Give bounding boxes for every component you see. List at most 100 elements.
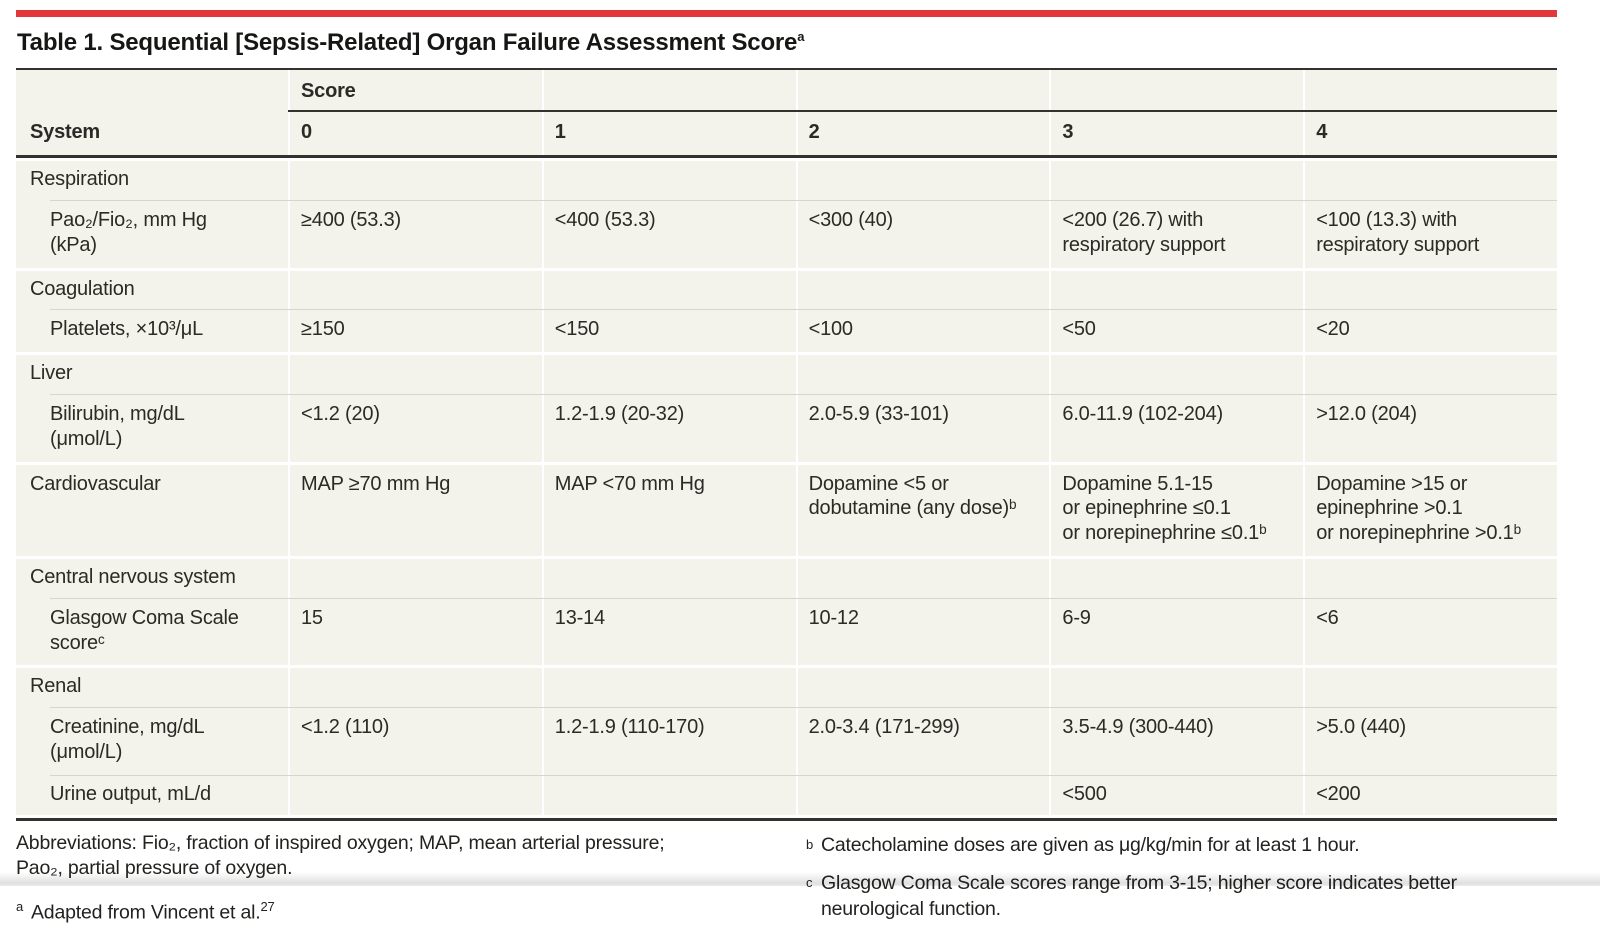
data-row-bilirubin: Bilirubin, mg/dL (μmol/L) <1.2 (20) 1.2-…: [16, 395, 1557, 462]
score-cell: [796, 361, 1050, 386]
section-header-row: Liver: [16, 355, 1557, 394]
score-cell: <400 (53.3): [554, 208, 656, 231]
row-divider: [50, 309, 1557, 311]
row-divider: [50, 597, 1557, 599]
row-label: Glasgow Coma Scale scoreᶜ: [50, 606, 239, 654]
column-header-score-2: 2: [808, 121, 820, 144]
section-name: Respiration: [30, 168, 129, 191]
row-divider: [50, 774, 1557, 776]
score-cell: [288, 782, 542, 807]
score-cell: [542, 167, 796, 192]
score-cell: [796, 674, 1050, 699]
row-divider: [50, 393, 1557, 395]
section-central-nervous-system: Central nervous system Glasgow Coma Scal…: [16, 558, 1557, 666]
page: Table 1. Sequential [Sepsis-Related] Org…: [0, 10, 1600, 924]
score-cell: [542, 565, 796, 590]
row-label: Urine output, mL/d: [50, 782, 211, 805]
score-cell: [288, 674, 542, 699]
score-cell: 10-12: [808, 606, 859, 629]
section-header-row: Coagulation: [16, 271, 1557, 310]
score-cell: MAP <70 mm Hg: [554, 472, 705, 495]
score-cell: <50: [1062, 318, 1096, 341]
footnote-a-body: Adapted from Vincent et al.: [31, 901, 261, 924]
score-group-label: Score: [288, 79, 1557, 113]
score-cell: ≥400 (53.3): [301, 208, 401, 231]
data-row-pao2-fio2: Pao₂/Fio₂, mm Hg (kPa) ≥400 (53.3) <400 …: [16, 201, 1557, 268]
score-cell: [796, 782, 1050, 807]
table-title: Table 1. Sequential [Sepsis-Related] Org…: [16, 17, 1557, 68]
score-cell: Dopamine >15 or epinephrine >0.1 or nore…: [1316, 472, 1521, 545]
header-rule: [16, 155, 1557, 159]
sofa-score-table: Table 1. Sequential [Sepsis-Related] Org…: [16, 10, 1557, 926]
score-cell: 6-9: [1062, 606, 1091, 629]
score-cell: 2.0-3.4 (171-299): [808, 716, 960, 739]
section-header-row: Respiration: [16, 161, 1557, 200]
footnote-b-text: Catecholamine doses are given as μg/kg/m…: [821, 833, 1360, 856]
row-label: Bilirubin, mg/dL (μmol/L): [50, 402, 185, 450]
score-cell: <100 (13.3) with respiratory support: [1316, 208, 1480, 256]
column-divider: [1049, 69, 1052, 821]
table-grid-area: Score System 0 1 2 3 4 Respiration: [16, 69, 1557, 821]
score-cell: <200 (26.7) with respiratory support: [1062, 208, 1226, 256]
empty-header-cell: [16, 79, 288, 113]
footnote-a-reference-number: 27: [260, 899, 275, 914]
data-row-glasgow: Glasgow Coma Scale scoreᶜ 15 13-14 10-12…: [16, 599, 1557, 666]
score-cell: [542, 782, 796, 807]
score-cell: [1303, 565, 1557, 590]
section-respiration: Respiration Pao₂/Fio₂, mm Hg (kPa) ≥400 …: [16, 161, 1557, 268]
table-header: Score System 0 1 2 3 4: [16, 69, 1557, 156]
data-row-platelets: Platelets, ×10³/μL ≥150 <150 <100 <50 <2…: [16, 310, 1557, 352]
score-cell: [1049, 565, 1303, 590]
table-title-footnote-marker: a: [797, 29, 805, 44]
score-cell: [1049, 167, 1303, 192]
score-cell: >5.0 (440): [1316, 716, 1406, 739]
row-label: Platelets, ×10³/μL: [50, 318, 204, 341]
column-header-score-3: 3: [1062, 121, 1074, 144]
score-cell: <200: [1316, 782, 1361, 805]
score-cell: <1.2 (110): [301, 716, 390, 739]
page-edge-shadow: [0, 872, 1600, 886]
row-label: Creatinine, mg/dL (μmol/L): [50, 716, 205, 763]
score-cell: 6.0-11.9 (102-204): [1062, 402, 1223, 425]
score-header-row: Score: [16, 70, 1557, 113]
footnote-b-marker: b: [806, 836, 814, 852]
row-label: Pao₂/Fio₂, mm Hg (kPa): [50, 208, 207, 256]
section-name: Central nervous system: [30, 565, 236, 588]
score-cell: [796, 277, 1050, 302]
column-divider: [288, 69, 290, 821]
data-row-urine-output: Urine output, mL/d <500 <200: [16, 776, 1557, 815]
score-cell: Dopamine 5.1-15 or epinephrine ≤0.1 or n…: [1062, 472, 1267, 545]
score-cell: [542, 277, 796, 302]
score-cell: <150: [554, 318, 600, 341]
section-name: Coagulation: [30, 277, 135, 300]
abbreviations-note: Abbreviations: Fio₂, fraction of inspire…: [16, 831, 665, 880]
column-divider: [795, 69, 798, 821]
score-cell: <300 (40): [808, 208, 894, 231]
section-header-row: Renal: [16, 668, 1557, 707]
footnote-a-marker: a: [16, 899, 24, 914]
score-cell: [1049, 674, 1303, 699]
column-header-system: System: [30, 121, 100, 144]
section-header-row: Central nervous system: [16, 559, 1557, 598]
column-divider: [1303, 69, 1306, 821]
row-divider: [50, 199, 1557, 201]
score-cell: [796, 167, 1050, 192]
table-bottom-rule: [16, 817, 1557, 821]
score-cell: <20: [1316, 318, 1350, 341]
footnote-a-text: Adapted from Vincent et al.27: [31, 895, 275, 926]
column-header-score-0: 0: [301, 121, 312, 144]
data-row-cardiovascular: Cardiovascular MAP ≥70 mm Hg MAP <70 mm …: [16, 465, 1557, 556]
score-cell: 3.5-4.9 (300-440): [1062, 716, 1214, 739]
score-cell: <1.2 (20): [301, 402, 380, 425]
score-cell: <6: [1316, 606, 1339, 629]
column-header-score-4: 4: [1316, 121, 1328, 144]
score-cell: <100: [808, 318, 853, 341]
footnote-b: b Catecholamine doses are given as μg/kg…: [806, 833, 1557, 859]
score-cell: [1303, 674, 1557, 699]
row-divider: [50, 707, 1557, 709]
score-cell: [1303, 361, 1557, 386]
score-cell: [796, 565, 1050, 590]
column-header-row: System 0 1 2 3 4: [16, 112, 1557, 155]
score-cell: [288, 565, 542, 590]
score-cell: [288, 167, 542, 192]
